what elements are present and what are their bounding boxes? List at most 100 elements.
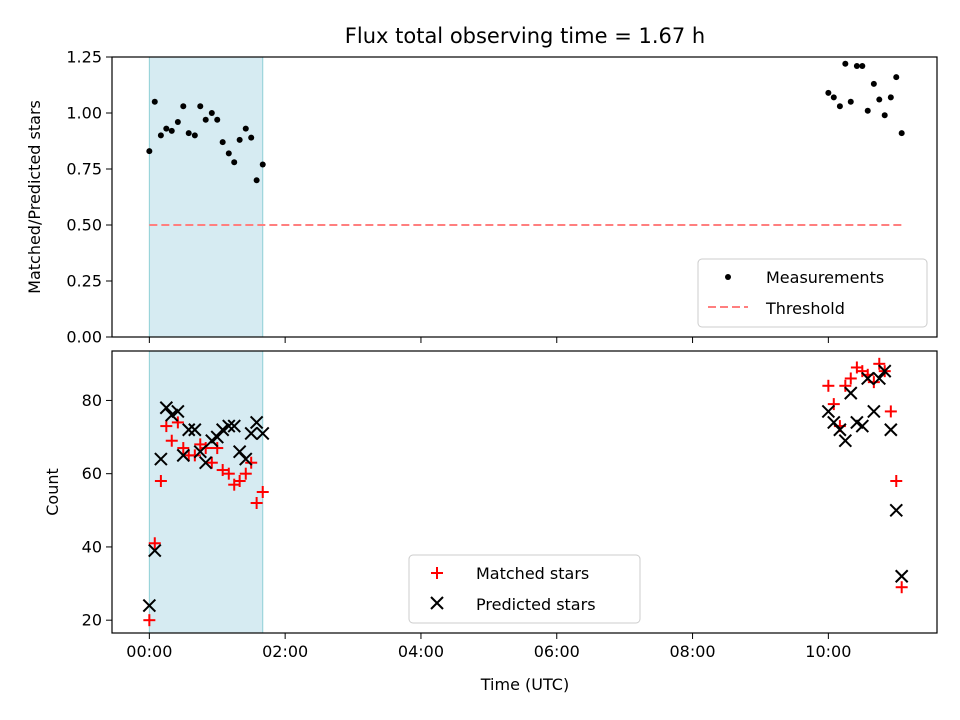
matched-star-point [844, 372, 857, 385]
predicted-star-point [165, 408, 179, 422]
x-tick-label: 08:00 [670, 642, 716, 661]
measurement-point [214, 116, 221, 123]
matched-star-point [188, 449, 201, 462]
measurement-point [225, 150, 232, 157]
measurement-point [163, 125, 170, 132]
matched-star-point [143, 614, 156, 627]
y-tick-label: 0.00 [66, 328, 102, 347]
matched-star-point [171, 416, 184, 429]
bottom-y-axis-label: Count [43, 468, 62, 516]
predicted-star-point [176, 448, 191, 463]
predicted-star-point [855, 419, 870, 433]
measurement-point [208, 110, 215, 116]
matched-star-point [199, 442, 212, 455]
measurement-point [859, 62, 866, 69]
predicted-star-point [227, 419, 241, 433]
predicted-star-point [142, 598, 157, 613]
y-tick-label: 80 [82, 391, 102, 410]
predicted-star-point [154, 452, 168, 466]
measurement-point [191, 132, 198, 139]
x-tick-label: 06:00 [534, 642, 580, 661]
matched-star-point [239, 467, 252, 480]
matched-star-point [216, 464, 229, 477]
measurement-point [842, 60, 849, 67]
y-tick-label: 40 [82, 537, 102, 556]
legend-predicted-label: Predicted stars [476, 595, 596, 614]
measurement-point [248, 134, 255, 141]
matched-star-point [822, 379, 835, 392]
measurement-point [197, 103, 204, 110]
measurement-point [870, 80, 877, 87]
measurement-point [174, 118, 181, 125]
top-y-axis-label: Matched/Predicted stars [25, 100, 44, 294]
top-x-ticks [148, 337, 829, 343]
y-tick-label: 1.25 [66, 48, 102, 67]
top-legend: Measurements Threshold [697, 258, 928, 328]
measurement-point [887, 94, 894, 101]
measurement-point [168, 127, 175, 134]
measurement-point [236, 136, 243, 143]
predicted-star-point [210, 430, 224, 444]
bottom-marks [142, 357, 909, 627]
x-tick-label: 10:00 [805, 642, 851, 661]
matched-star-point [884, 405, 897, 418]
top-panel: 0.00 0.25 0.50 0.75 1.00 1.25 Matched/Predict… [25, 48, 938, 347]
predicted-star-point [884, 423, 898, 437]
measurement-point [893, 74, 900, 81]
legend-threshold-label: Threshold [765, 299, 845, 318]
predicted-star-point [148, 543, 162, 558]
legend-measurements-marker [725, 274, 731, 280]
measurement-point [836, 103, 843, 110]
predicted-star-point [844, 386, 858, 400]
predicted-star-point [244, 426, 258, 441]
matched-star-point [873, 357, 886, 370]
measurement-point [864, 107, 871, 114]
matched-star-point [827, 398, 840, 411]
bottom-legend-box [408, 554, 641, 624]
measurement-point [253, 177, 260, 184]
predicted-star-point [182, 423, 196, 437]
matched-star-point [160, 420, 173, 433]
matched-star-point [148, 537, 161, 550]
matched-star-point [233, 475, 246, 488]
matched-star-point [154, 475, 167, 488]
top-legend-box [697, 258, 928, 328]
measurement-point [898, 130, 905, 137]
legend-measurements-label: Measurements [766, 268, 884, 287]
predicted-star-point [171, 404, 185, 419]
matched-star-point [895, 581, 908, 594]
predicted-star-point [256, 426, 270, 441]
predicted-star-point [821, 404, 836, 419]
top-y-ticks: 0.00 0.25 0.50 0.75 1.00 1.25 [66, 48, 112, 347]
chart-title: Flux total observing time = 1.67 h [345, 24, 705, 48]
matched-star-point [205, 456, 218, 469]
predicted-star-point [894, 569, 909, 583]
top-span [148, 56, 264, 338]
predicted-star-point [833, 423, 847, 437]
predicted-star-point [222, 419, 236, 433]
measurement-point [853, 62, 860, 69]
measurement-point [180, 103, 187, 110]
predicted-star-point [215, 423, 230, 437]
y-tick-label: 60 [82, 464, 102, 483]
measurement-point [219, 139, 226, 146]
measurement-point [185, 130, 192, 137]
top-marks [146, 60, 905, 226]
measurement-point [259, 161, 266, 168]
y-tick-label: 0.50 [66, 216, 102, 235]
measurement-point [847, 98, 854, 105]
measurement-point [825, 89, 832, 96]
predicted-star-point [872, 371, 886, 386]
matched-star-point [839, 379, 852, 392]
predicted-star-point [239, 452, 253, 466]
bottom-x-ticks: 00:00 02:00 04:00 06:00 08:00 10:00 [126, 633, 851, 661]
legend-predicted-marker [430, 596, 444, 610]
x-tick-label: 04:00 [398, 642, 444, 661]
measurement-point [876, 96, 883, 103]
predicted-star-point [188, 423, 202, 437]
x-axis-label: Time (UTC) [480, 675, 569, 694]
top-axes-frame [111, 56, 938, 338]
matched-star-point [222, 467, 235, 480]
matched-star-point [245, 456, 258, 469]
